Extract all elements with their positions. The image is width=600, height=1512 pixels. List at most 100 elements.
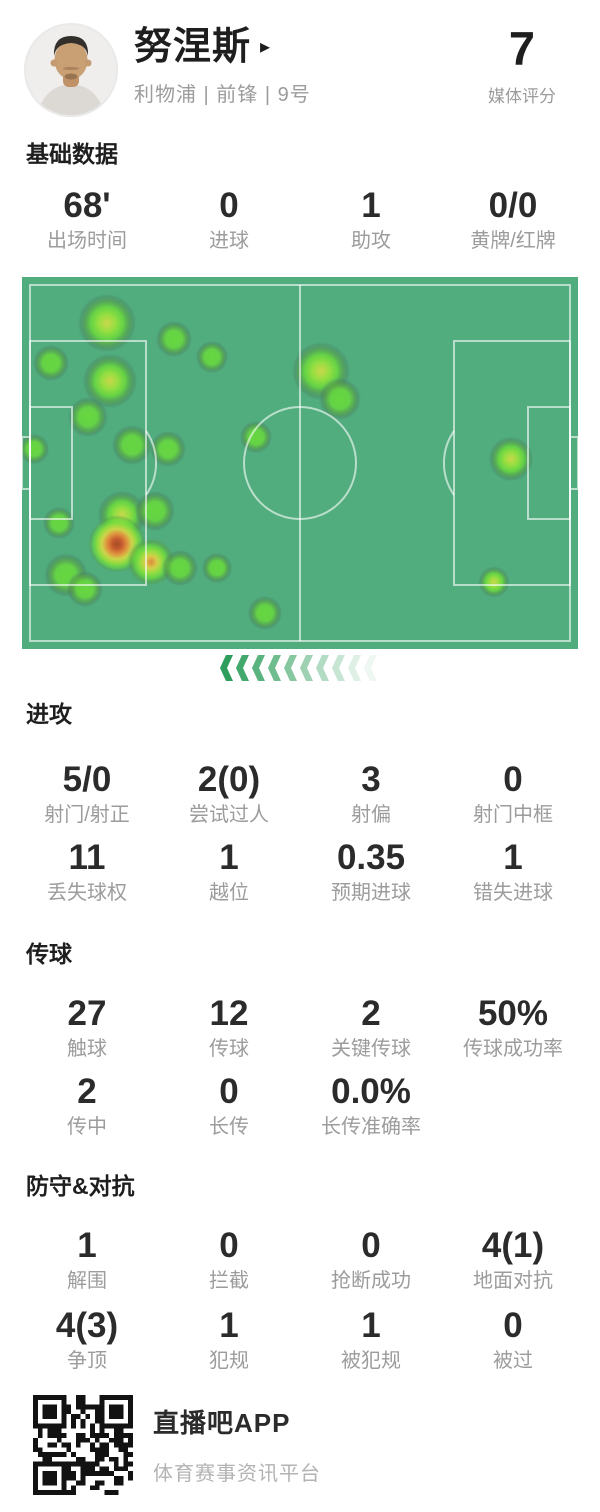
stat-label: 传中 bbox=[67, 1116, 107, 1138]
stat-value: 0 bbox=[503, 1306, 523, 1345]
stat-row: 1 解围 0 拦截 0 抢断成功 4(1) 地面对抗 bbox=[0, 1225, 600, 1293]
section-title: 基础数据 bbox=[26, 141, 118, 167]
stat-cell: 0/0 黄牌/红牌 bbox=[442, 185, 584, 253]
stat-cell: 1 被犯规 bbox=[300, 1305, 442, 1373]
stat-value: 0/0 bbox=[488, 186, 538, 225]
stat-label: 犯规 bbox=[209, 1350, 249, 1372]
chevron-right-icon: ▸ bbox=[260, 36, 271, 58]
player-name-link[interactable]: 努涅斯 ▸ bbox=[134, 25, 311, 69]
attack-direction-arrows bbox=[0, 655, 600, 681]
stat-row: 11 丢失球权 1 越位 0.35 预期进球 1 错失进球 bbox=[0, 837, 600, 905]
stat-cell: 1 助攻 bbox=[300, 185, 442, 253]
player-name: 努涅斯 bbox=[134, 26, 252, 68]
heat-spots bbox=[22, 293, 534, 631]
section-basic-data: 基础数据 68' 出场时间 0 进球 1 助攻 0/0 黄牌/红牌 bbox=[0, 139, 600, 253]
stat-cell: 4(1) 地面对抗 bbox=[442, 1225, 584, 1293]
stat-value: 2 bbox=[361, 994, 381, 1033]
stat-label: 丢失球权 bbox=[47, 882, 127, 904]
section-title: 传球 bbox=[26, 941, 72, 967]
stat-cell: 2(0) 尝试过人 bbox=[158, 759, 300, 827]
stat-label: 被过 bbox=[493, 1350, 533, 1372]
stat-row: 27 触球 12 传球 2 关键传球 50% 传球成功率 bbox=[0, 993, 600, 1061]
stat-cell: 0 被过 bbox=[442, 1305, 584, 1373]
stat-value: 0 bbox=[219, 1226, 239, 1265]
qr-code bbox=[33, 1395, 133, 1495]
position-heatmap bbox=[22, 277, 578, 649]
player-header: 努涅斯 ▸ 利物浦 | 前锋 | 9号 7 媒体评分 bbox=[0, 0, 600, 117]
section-passing: 传球 27 触球 12 传球 2 关键传球 50% 传球成功率 2 传中 0 长传 0.0% 长传准确率 bbox=[0, 939, 600, 1139]
stat-row: 2 传中 0 长传 0.0% 长传准确率 bbox=[0, 1071, 600, 1139]
stat-value: 4(3) bbox=[55, 1306, 119, 1345]
stat-cell: 12 传球 bbox=[158, 993, 300, 1061]
stat-label: 拦截 bbox=[209, 1270, 249, 1292]
left-chevrons-icon bbox=[220, 655, 377, 681]
stat-value: 50% bbox=[477, 994, 549, 1033]
stat-cell: 1 越位 bbox=[158, 837, 300, 905]
stat-value: 27 bbox=[67, 994, 107, 1033]
stat-cell: 4(3) 争顶 bbox=[16, 1305, 158, 1373]
stat-label: 长传 bbox=[209, 1116, 249, 1138]
stat-label: 射门中框 bbox=[473, 804, 553, 826]
stat-cell: 1 错失进球 bbox=[442, 837, 584, 905]
section-defense: 防守&对抗 1 解围 0 拦截 0 抢断成功 4(1) 地面对抗 4(3) 争顶 1 犯规 1 被犯规 0… bbox=[0, 1171, 600, 1373]
stat-cell: 11 丢失球权 bbox=[16, 837, 158, 905]
app-footer: 直播吧APP 体育赛事资讯平台 bbox=[0, 1373, 600, 1495]
stat-value: 1 bbox=[219, 1306, 239, 1345]
stat-cell: 0 拦截 bbox=[158, 1225, 300, 1293]
stat-label: 错失进球 bbox=[473, 882, 553, 904]
media-rating-label: 媒体评分 bbox=[488, 87, 556, 106]
media-rating: 7 媒体评分 bbox=[474, 23, 570, 107]
stat-value: 0 bbox=[219, 186, 239, 225]
stat-label: 触球 bbox=[67, 1038, 107, 1060]
stat-label: 关键传球 bbox=[331, 1038, 411, 1060]
section-title: 进攻 bbox=[26, 701, 72, 727]
stat-value: 5/0 bbox=[62, 760, 112, 799]
pitch-lines bbox=[22, 284, 578, 642]
stat-row: 5/0 射门/射正 2(0) 尝试过人 3 射偏 0 射门中框 bbox=[0, 759, 600, 827]
stat-cell: 1 解围 bbox=[16, 1225, 158, 1293]
player-info: 利物浦 | 前锋 | 9号 bbox=[134, 84, 311, 106]
stat-cell bbox=[442, 1071, 584, 1139]
pitch bbox=[22, 277, 578, 649]
stat-value: 0.35 bbox=[336, 838, 406, 877]
stat-label: 解围 bbox=[67, 1270, 107, 1292]
stat-row: 4(3) 争顶 1 犯规 1 被犯规 0 被过 bbox=[0, 1305, 600, 1373]
stat-label: 尝试过人 bbox=[189, 804, 269, 826]
stat-value: 4(1) bbox=[481, 1226, 545, 1265]
stat-cell: 0.35 预期进球 bbox=[300, 837, 442, 905]
media-rating-value: 7 bbox=[508, 22, 536, 75]
stat-cell: 0 抢断成功 bbox=[300, 1225, 442, 1293]
stat-cell: 0 进球 bbox=[158, 185, 300, 253]
stat-value: 1 bbox=[361, 1306, 381, 1345]
stat-cell: 2 关键传球 bbox=[300, 993, 442, 1061]
stat-value: 12 bbox=[209, 994, 249, 1033]
stat-label: 长传准确率 bbox=[321, 1116, 421, 1138]
stat-label: 助攻 bbox=[351, 230, 391, 252]
stat-cell: 5/0 射门/射正 bbox=[16, 759, 158, 827]
stat-cell: 2 传中 bbox=[16, 1071, 158, 1139]
stat-label: 射偏 bbox=[351, 804, 391, 826]
stat-label: 传球 bbox=[209, 1038, 249, 1060]
stat-cell: 3 射偏 bbox=[300, 759, 442, 827]
stat-value: 1 bbox=[77, 1226, 97, 1265]
section-attack: 进攻 5/0 射门/射正 2(0) 尝试过人 3 射偏 0 射门中框 11 丢失球权 1 越位 0.3… bbox=[0, 699, 600, 905]
section-title: 防守&对抗 bbox=[26, 1173, 135, 1199]
stat-cell: 0 射门中框 bbox=[442, 759, 584, 827]
stat-value: 0.0% bbox=[331, 1072, 411, 1111]
player-photo bbox=[24, 23, 118, 117]
stat-value: 11 bbox=[68, 838, 106, 877]
player-identity: 努涅斯 ▸ 利物浦 | 前锋 | 9号 bbox=[134, 23, 311, 107]
stat-cell: 0.0% 长传准确率 bbox=[300, 1071, 442, 1139]
stat-label: 越位 bbox=[209, 882, 249, 904]
stat-label: 预期进球 bbox=[331, 882, 411, 904]
stat-label: 出场时间 bbox=[47, 230, 127, 252]
stat-value: 2 bbox=[77, 1072, 97, 1111]
stat-cell: 0 长传 bbox=[158, 1071, 300, 1139]
stat-value: 3 bbox=[361, 760, 381, 799]
stat-value: 0 bbox=[219, 1072, 239, 1111]
stat-label: 传球成功率 bbox=[463, 1038, 563, 1060]
stat-value: 1 bbox=[361, 186, 381, 225]
stat-label: 抢断成功 bbox=[331, 1270, 411, 1292]
stat-cell: 27 触球 bbox=[16, 993, 158, 1061]
